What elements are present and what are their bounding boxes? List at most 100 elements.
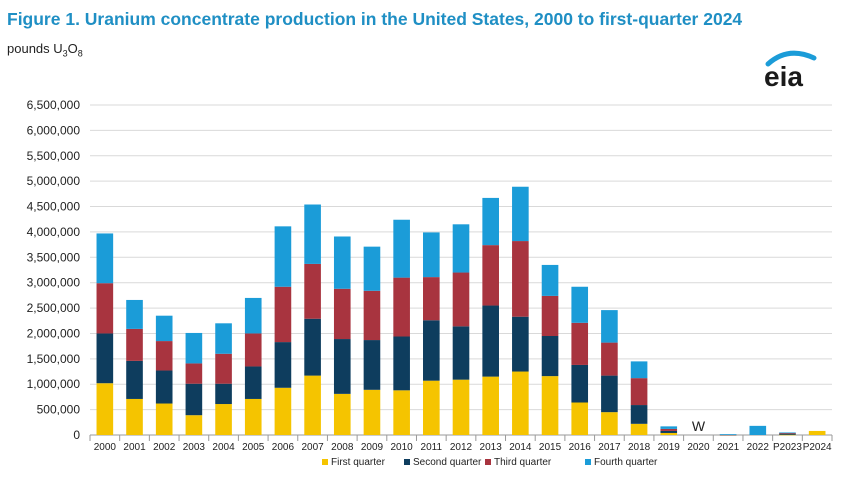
legend-label-third: Third quarter [494, 457, 552, 468]
bar-segment-fourth-2010 [393, 219, 410, 278]
x-tick-label: 2004 [212, 442, 235, 453]
bar-segment-fourth-2013 [482, 197, 499, 246]
bar-segment-second-2012 [452, 326, 470, 380]
bar-segment-third-2016 [571, 322, 589, 365]
x-tick-label: 2007 [301, 442, 324, 453]
bar-segment-third-2014 [512, 241, 529, 317]
bar-segment-second-2009 [363, 340, 381, 390]
bar-segment-fourth-2016 [571, 286, 589, 323]
bar-segment-third-2010 [393, 277, 410, 337]
bar-segment-fourth-2017 [601, 310, 618, 343]
bar-segment-third-2017 [601, 342, 618, 376]
bar-segment-first-2007 [304, 375, 321, 435]
x-tick-label: 2006 [272, 442, 295, 453]
legend: First quarter Second quarter Third quarter… [322, 457, 658, 468]
bar-segment-first-2003 [185, 415, 203, 435]
x-tick-label: 2002 [153, 442, 176, 453]
y-tick-label: 6,000,000 [27, 123, 81, 137]
x-tick-label: 2020 [687, 442, 710, 453]
bar-segment-second-2017 [601, 375, 618, 413]
x-tick-label: 2017 [598, 442, 621, 453]
bar-segment-third-2004 [215, 353, 232, 384]
y-tick-label: 6,500,000 [27, 98, 81, 112]
x-tick-label: P2023 [773, 442, 802, 453]
bar-segment-fourth-2018 [630, 361, 648, 379]
legend-swatch-first [322, 459, 328, 465]
x-tick-label: 2009 [361, 442, 384, 453]
x-tick-label: 2003 [183, 442, 206, 453]
x-tick-label: 2014 [509, 442, 532, 453]
legend-swatch-second [404, 459, 410, 465]
bar-segment-second-2001 [126, 360, 143, 399]
bar-segment-third-P2023 [779, 432, 796, 434]
bar-segment-fourth-2011 [423, 232, 440, 278]
x-tick-label: 2015 [539, 442, 562, 453]
bar-segment-first-2009 [363, 389, 381, 435]
units-label: pounds U3O8 [7, 41, 83, 59]
x-axis-ticks: 2000 2001 2002 2003 2004 2005 2006 2007 2008 2009… [89, 435, 833, 453]
bar-segment-fourth-2003 [185, 332, 203, 364]
bar-segment-fourth-2002 [155, 315, 173, 342]
bar-segment-third-2008 [333, 288, 351, 340]
bar-segment-second-2013 [482, 305, 499, 377]
x-tick-label: 2011 [421, 442, 443, 453]
bar-segment-fourth-2021 [719, 434, 737, 435]
y-tick-label: 2,500,000 [27, 301, 81, 315]
units-mid: O [67, 41, 78, 56]
legend-swatch-fourth [585, 459, 591, 465]
bar-segment-fourth-2001 [126, 299, 143, 329]
bar-layer: W [96, 186, 826, 436]
x-tick-label: 2021 [717, 442, 740, 453]
bar-segment-fourth-2009 [363, 246, 381, 291]
x-tick-label: 2001 [123, 442, 146, 453]
bar-segment-second-2000 [96, 333, 114, 384]
bar-segment-third-2007 [304, 263, 321, 319]
bar-segment-third-2005 [244, 333, 262, 367]
x-tick-label: 2010 [391, 442, 414, 453]
legend-label-fourth: Fourth quarter [594, 457, 658, 468]
bar-segment-second-2008 [333, 339, 351, 394]
y-tick-label: 4,500,000 [27, 200, 81, 214]
y-tick-label: 5,500,000 [27, 149, 81, 163]
eia-logo: eia [764, 50, 817, 92]
bar-segment-first-2004 [215, 404, 232, 435]
annotation-withheld: W [692, 418, 706, 434]
units-prefix: pounds U [7, 41, 63, 56]
bar-segment-first-2012 [452, 379, 470, 435]
bar-segment-third-2002 [155, 341, 173, 371]
y-axis-ticks: 0 500,000 1,000,000 1,500,000 2,000,000 2,500… [27, 98, 81, 442]
x-tick-label: 2008 [331, 442, 354, 453]
y-tick-label: 2,000,000 [27, 326, 81, 340]
bar-segment-first-2014 [512, 371, 529, 435]
bar-segment-first-2001 [126, 398, 143, 435]
bar-segment-third-2013 [482, 245, 499, 306]
bar-segment-third-2019 [660, 428, 678, 431]
x-tick-label: 2022 [747, 442, 770, 453]
bar-segment-second-2002 [155, 370, 173, 404]
bar-segment-first-2006 [274, 387, 292, 435]
bar-segment-third-2018 [630, 378, 648, 406]
y-tick-label: 5,000,000 [27, 174, 81, 188]
bar-segment-fourth-2022 [749, 425, 767, 435]
x-tick-label: 2016 [569, 442, 592, 453]
x-tick-label: 2000 [94, 442, 117, 453]
bar-segment-third-2012 [452, 272, 470, 327]
bar-segment-fourth-2006 [274, 226, 292, 287]
bar-segment-second-2007 [304, 318, 321, 376]
bar-segment-fourth-2008 [333, 236, 351, 289]
bar-segment-fourth-2014 [512, 186, 529, 242]
bar-segment-second-2010 [393, 336, 410, 391]
page-title: Figure 1. Uranium concentrate production… [7, 9, 743, 29]
legend-swatch-third [485, 459, 491, 465]
bar-segment-second-2018 [630, 405, 648, 424]
bar-segment-first-2008 [333, 393, 351, 435]
x-tick-label: 2018 [628, 442, 651, 453]
bar-segment-first-2017 [601, 412, 618, 435]
bar-segment-fourth-2015 [541, 264, 559, 296]
bar-segment-first-2011 [423, 380, 440, 435]
y-tick-label: 1,500,000 [27, 352, 81, 366]
bar-segment-second-2015 [541, 336, 559, 377]
bar-segment-second-P2023 [779, 433, 796, 435]
bar-segment-second-2004 [215, 383, 232, 405]
